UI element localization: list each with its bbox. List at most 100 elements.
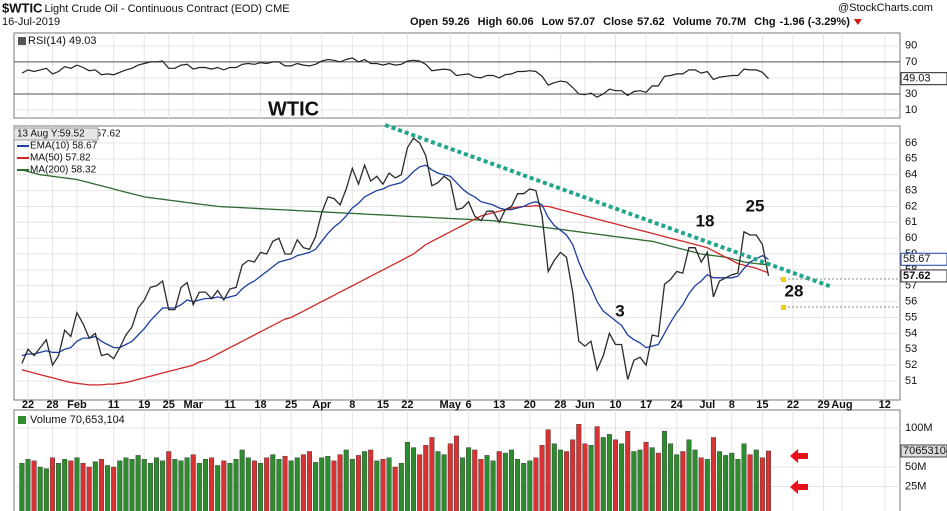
volume-bar [172, 459, 178, 511]
volume-bar [551, 443, 557, 511]
volume-bar [423, 445, 429, 511]
volume-bar [313, 462, 319, 511]
x-tick-label: 24 [671, 399, 684, 411]
volume-bar [710, 437, 716, 511]
x-tick-label: 11 [108, 399, 120, 411]
volume-bar [398, 462, 404, 511]
volume-bar [282, 455, 288, 511]
x-tick-label: 28 [46, 399, 58, 411]
series-line [21, 57, 769, 98]
volume-title: Volume 70,653,104 [30, 414, 125, 426]
volume-bar [190, 454, 196, 511]
x-tick-label: 12 [879, 399, 891, 411]
volume-bar [380, 459, 386, 511]
y-tick-label: 66 [905, 137, 917, 149]
volume-bar [576, 424, 582, 511]
series-line [21, 137, 770, 380]
volume-bar [355, 455, 361, 511]
x-tick-label: Feb [67, 399, 87, 411]
y-tick-label: 60 [905, 232, 917, 244]
volume-bar [502, 452, 508, 511]
y-tick-label: 25M [905, 480, 926, 492]
volume-bar [698, 457, 704, 511]
volume-bar [404, 441, 410, 511]
volume-bar [625, 431, 631, 511]
volume-bar [582, 443, 588, 511]
volume-bar [184, 457, 190, 511]
volume-bar [245, 457, 251, 511]
volume-bar [386, 457, 392, 511]
x-tick-label: 8 [729, 399, 735, 411]
down-triangle [853, 19, 862, 25]
volume-bar [300, 454, 306, 511]
volume-bar [276, 459, 282, 511]
volume-bar [447, 443, 453, 511]
volume-bar [545, 429, 551, 511]
volume-bar [362, 451, 368, 511]
x-tick-label: 22 [22, 399, 34, 411]
volume-bar [435, 451, 441, 511]
legend-icon [18, 416, 26, 424]
volume-bar [759, 457, 765, 511]
volume-bar [92, 461, 98, 511]
stat-label: Open [410, 16, 438, 28]
x-tick-label: 13 [493, 399, 505, 411]
volume-bar [196, 462, 202, 511]
marker [781, 277, 786, 282]
x-tick-label: 15 [756, 399, 768, 411]
volume-bar [735, 459, 741, 511]
annotation: WTIC [268, 98, 319, 120]
x-tick-label: 11 [224, 399, 236, 411]
volume-bar [141, 459, 147, 511]
legend-label: EMA(10) 58.67 [30, 141, 98, 152]
volume-bar [98, 459, 104, 511]
stat-value: 57.07 [568, 16, 596, 28]
marker [781, 305, 786, 310]
grid-layer [14, 33, 900, 511]
stat-value: 57.62 [637, 16, 665, 28]
date: 16-Jul-2019 [2, 16, 60, 28]
x-tick-label: 22 [787, 399, 799, 411]
volume-bar [704, 459, 710, 511]
volume-bar [411, 447, 417, 511]
volume-bar [221, 460, 227, 511]
volume-bar [160, 460, 166, 511]
stat-label: High [478, 16, 503, 28]
stat-label: Volume [673, 16, 712, 28]
volume-bar [68, 460, 74, 511]
y-tick-label: 54 [905, 327, 917, 339]
volume-bar [239, 449, 245, 511]
stat-value: 60.06 [506, 16, 534, 28]
volume-bar [349, 459, 355, 511]
volume-bar [460, 457, 466, 511]
volume-bar [368, 449, 374, 511]
volume-bar [692, 449, 698, 511]
volume-bar [147, 462, 153, 511]
volume-bar [661, 431, 667, 511]
volume-bar [557, 449, 563, 511]
volume-bar [86, 466, 92, 511]
y-tick-label: 57 [905, 280, 917, 292]
x-tick-label: Jun [575, 399, 595, 411]
y-tick-label: 56 [905, 296, 917, 308]
volume-bar [43, 468, 49, 511]
labels-layer: $WTIC Light Crude Oil - Continuous Contra… [2, 0, 947, 492]
value-box [900, 72, 947, 86]
value-box-label: 70653104 [903, 445, 947, 457]
volume-bar [325, 455, 331, 511]
x-tick-label: Apr [312, 399, 332, 411]
volume-bar [753, 449, 759, 511]
x-tick-label: May [440, 399, 462, 411]
volume-bar [166, 451, 172, 511]
series-line [21, 204, 769, 386]
volume-bar [588, 445, 594, 511]
value-box-label: 49.03 [903, 73, 931, 85]
volume-bar [496, 451, 502, 511]
volume-bar [570, 439, 576, 511]
volume-bar [600, 437, 606, 511]
volume-bar [319, 457, 325, 511]
x-tick-label: 10 [609, 399, 621, 411]
stat-label: Low [542, 16, 564, 28]
y-tick-label: 10 [905, 104, 917, 116]
volume-bar [117, 460, 123, 511]
